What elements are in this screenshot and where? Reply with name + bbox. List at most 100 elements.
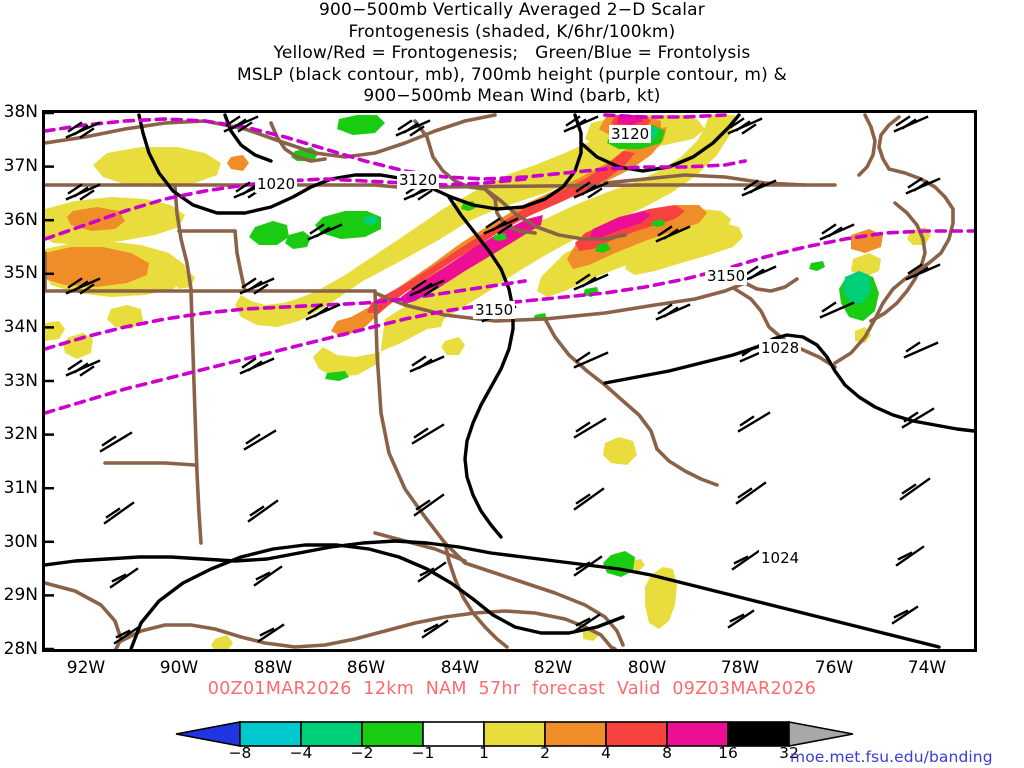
- wind-barb: [223, 115, 259, 133]
- wind-barb: [409, 355, 445, 373]
- height-contour-3150-b: [45, 279, 527, 351]
- border-ky-river: [45, 113, 497, 159]
- ytick-28n: 28N: [3, 639, 38, 659]
- map-canvas: 1020 1028 1024 3120 3120: [45, 113, 974, 649]
- height-contour-3150: [45, 229, 974, 415]
- contour-label-3120-b: 3120: [609, 125, 651, 143]
- colorbar-svg: [175, 721, 854, 747]
- border-sc-coast: [733, 287, 837, 369]
- mslp-contour-mid: [447, 195, 515, 539]
- ytick-33n: 33N: [3, 371, 38, 391]
- wind-barb: [413, 493, 445, 517]
- frontogenesis-shading-layer: [45, 115, 931, 649]
- wind-barb: [655, 225, 691, 243]
- shading-yellow-fl-peninsula: [645, 567, 677, 629]
- contour-labels-layer: 1020 1028 1024 3120 3120: [255, 125, 801, 567]
- coast-gulf: [45, 581, 123, 649]
- contour-label-text: 3150: [707, 267, 745, 285]
- wind-barb: [741, 179, 777, 197]
- coast-gulf-2: [119, 609, 567, 649]
- wind-barb: [891, 605, 919, 625]
- shading-red-main: [367, 151, 635, 313]
- colorbar-tick-16: 16: [718, 744, 738, 762]
- wind-barb: [573, 487, 605, 511]
- wind-barb: [411, 423, 445, 445]
- chart-title-block: 900−500mb Vertically Averaged 2−D Scalar…: [0, 0, 1024, 108]
- wind-barb: [901, 407, 935, 429]
- title-line-5: 900−500mb Mean Wind (barb, kt): [363, 86, 661, 106]
- colorbar-seg-white: [422, 721, 485, 747]
- wind-barb: [727, 117, 763, 135]
- shading-yellow-patch-nc-west: [625, 223, 743, 275]
- border-ky-ms-river: [413, 119, 537, 235]
- contour-label-1020: 1020: [255, 175, 297, 193]
- border-ga-sc: [543, 317, 659, 451]
- wind-barb: [65, 277, 101, 295]
- coast-va-chesapeake: [877, 115, 901, 171]
- xtick-88w: 88W: [253, 658, 293, 678]
- border-fl-inner: [443, 541, 509, 649]
- border-tn-nc: [483, 187, 627, 241]
- shading-green-fl: [603, 551, 635, 577]
- shading-green-nc-small: [809, 261, 825, 271]
- site-watermark: moe.met.fsu.edu/banding: [790, 748, 993, 766]
- border-nc-sc: [373, 281, 747, 323]
- ytick-29n: 29N: [3, 585, 38, 605]
- wind-barb: [573, 613, 601, 633]
- shading-yellow-small-5: [441, 337, 465, 355]
- wind-barb: [899, 477, 931, 501]
- shading-yellow-small-3: [45, 321, 65, 341]
- wind-barb: [239, 277, 275, 295]
- wind-barb: [731, 549, 761, 571]
- ytick-31n: 31N: [3, 478, 38, 498]
- contour-label-3120-a: 3120: [397, 171, 439, 189]
- title-line-4: MSLP (black contour, mb), 700mb height (…: [236, 64, 788, 85]
- wind-barb: [893, 115, 929, 133]
- wind-barb: [99, 431, 133, 453]
- title-line-1: 900−500mb Vertically Averaged 2−D Scalar: [319, 0, 705, 20]
- colorbar-tick-1: 1: [479, 744, 489, 762]
- wind-barb: [257, 623, 285, 643]
- wind-barb: [109, 567, 139, 589]
- coast-nc: [833, 167, 955, 365]
- wind-barb: [573, 351, 609, 369]
- xtick-86w: 86W: [346, 658, 386, 678]
- shading-yellow-obx: [851, 253, 881, 277]
- shading-magenta-peak2: [589, 211, 651, 239]
- contour-label-1024: 1024: [759, 549, 801, 567]
- shading-green-small-5: [595, 243, 611, 253]
- wind-barb: [247, 499, 279, 523]
- contour-label-text: 1028: [761, 339, 799, 357]
- title-line-3: Yellow/Red = Frontogenesis; Green/Blue =…: [273, 43, 751, 63]
- wind-barb: [65, 121, 101, 139]
- coast-fl-east: [463, 561, 625, 647]
- border-coast-sc2: [655, 447, 719, 487]
- height-contour-upper: [603, 113, 727, 119]
- contour-label-1028: 1028: [759, 339, 801, 357]
- xtick-80w: 80W: [627, 658, 667, 678]
- shading-magenta-peak: [401, 215, 543, 305]
- shading-yellow-small-nc: [603, 437, 637, 465]
- xtick-92w: 92W: [66, 658, 106, 678]
- wind-barb: [103, 501, 135, 525]
- colorbar-tick-4: 4: [601, 744, 611, 762]
- forecast-caption: 00Z01MAR2026 12km NAM 57hr forecast Vali…: [207, 679, 817, 699]
- shading-orange-east: [567, 205, 707, 269]
- xtick-74w: 74W: [907, 658, 947, 678]
- wind-barb: [305, 303, 341, 321]
- colorbar: −8 −4 −2 −1 1 2 4 8 16 32: [0, 714, 1024, 768]
- wind-barb: [421, 619, 449, 639]
- border-nc-detail: [743, 277, 799, 293]
- wind-barb: [65, 183, 101, 201]
- ytick-37n: 37N: [3, 156, 38, 176]
- wind-barb: [735, 481, 767, 505]
- ytick-32n: 32N: [3, 424, 38, 444]
- shading-green-va-2: [337, 115, 385, 135]
- contour-label-text: 3120: [399, 171, 437, 189]
- wind-barb: [307, 223, 343, 241]
- wind-barb: [113, 625, 141, 645]
- wind-barb: [483, 217, 519, 235]
- xtick-78w: 78W: [720, 658, 760, 678]
- colorbar-tick-8: 8: [662, 744, 672, 762]
- contour-label-3150-b: 3150: [705, 267, 747, 285]
